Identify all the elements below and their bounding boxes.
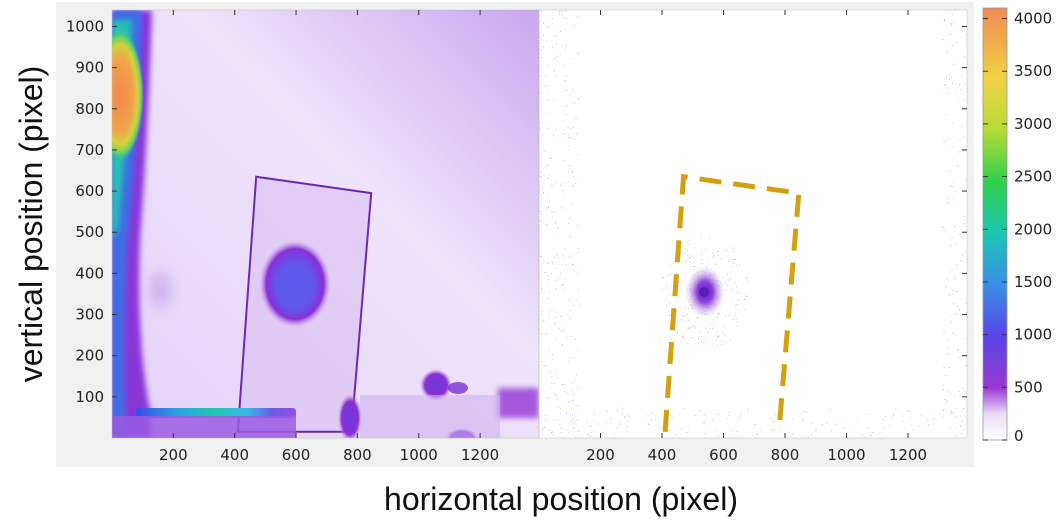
left-ytick-label-1000: 1000 bbox=[66, 17, 104, 35]
left-ytick-label-100: 100 bbox=[75, 388, 104, 406]
colorbar-tick-label-2000: 2000 bbox=[1014, 220, 1052, 238]
bottom-bar bbox=[136, 408, 296, 418]
left-axis-ticks: 200 400 600 800 1000 1200 100 200 300 400 500 600 70… bbox=[66, 10, 499, 464]
right-xtick-label-400: 400 bbox=[648, 446, 677, 464]
colorbar-tick-label-0: 0 bbox=[1014, 427, 1024, 445]
left-xtick-label-800: 800 bbox=[343, 446, 372, 464]
right-xtick-label-800: 800 bbox=[771, 446, 800, 464]
colorbar: 0 500 1000 1500 2000 2500 3000 3500 4000 bbox=[982, 7, 1052, 445]
right-xtick-label-1000: 1000 bbox=[827, 446, 865, 464]
colorbar-tick-label-3500: 3500 bbox=[1014, 62, 1052, 80]
colorbar-tick-label-3000: 3000 bbox=[1014, 115, 1052, 133]
right-xtick-label-200: 200 bbox=[586, 446, 615, 464]
right-xtick-label-1200: 1200 bbox=[889, 446, 927, 464]
right-xtick-label-600: 600 bbox=[709, 446, 738, 464]
colorbar-tick-label-4000: 4000 bbox=[1014, 10, 1052, 28]
small-blob bbox=[420, 369, 452, 401]
colorbar-tick-label-1000: 1000 bbox=[1014, 326, 1052, 344]
colorbar-ticks: 0 500 1000 1500 2000 2500 3000 3500 4000 bbox=[983, 10, 1052, 445]
colorbar-tick-label-1500: 1500 bbox=[1014, 273, 1052, 291]
right-axis-ticks: 200 400 600 800 1000 1200 bbox=[586, 10, 967, 464]
x-axis-title: horizontal position (pixel) bbox=[384, 481, 738, 517]
left-xtick-label-400: 400 bbox=[220, 446, 249, 464]
left-ytick-label-900: 900 bbox=[75, 59, 104, 77]
y-axis-title: vertical position (pixel) bbox=[13, 66, 49, 383]
colorbar-tick-label-2500: 2500 bbox=[1014, 168, 1052, 186]
left-ytick-label-700: 700 bbox=[75, 141, 104, 159]
colorbar-tick-label-500: 500 bbox=[1014, 378, 1043, 396]
left-heatmap-panel bbox=[112, 10, 539, 438]
right-heatmap-panel bbox=[539, 10, 967, 438]
left-ytick-label-500: 500 bbox=[75, 223, 104, 241]
dashed-outline-path bbox=[662, 173, 802, 433]
left-ytick-label-800: 800 bbox=[75, 100, 104, 118]
left-ytick-label-400: 400 bbox=[75, 264, 104, 282]
left-ytick-label-600: 600 bbox=[75, 182, 104, 200]
left-ytick-label-300: 300 bbox=[75, 306, 104, 324]
left-xtick-label-200: 200 bbox=[159, 446, 188, 464]
colorbar-gradient bbox=[982, 7, 1008, 441]
left-xtick-label-600: 600 bbox=[282, 446, 311, 464]
dashed-region-outline bbox=[662, 173, 802, 433]
left-ytick-label-200: 200 bbox=[75, 347, 104, 365]
left-xtick-label-1000: 1000 bbox=[400, 446, 438, 464]
hotspot-core bbox=[699, 287, 709, 297]
left-xtick-label-1200: 1200 bbox=[461, 446, 499, 464]
orange-hotspot bbox=[112, 29, 144, 161]
